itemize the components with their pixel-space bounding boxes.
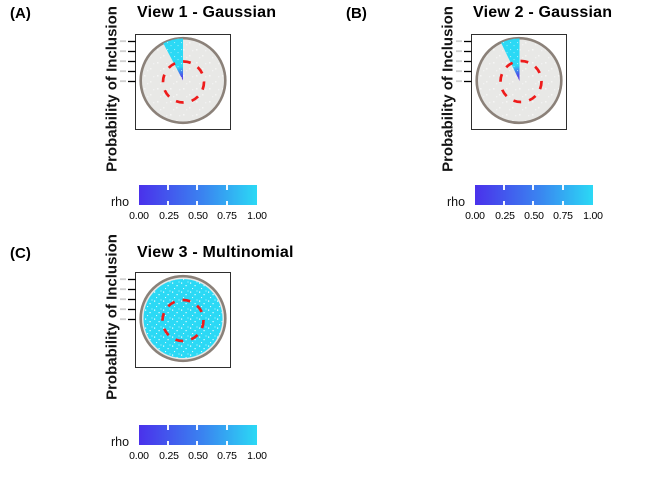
colorbar-notch bbox=[532, 200, 534, 205]
panel-title-c: View 3 - Multinomial bbox=[137, 244, 294, 261]
colorbar-tick-label: 0.75 bbox=[553, 210, 573, 222]
colorbar-notch bbox=[167, 185, 169, 190]
colorbar-notch bbox=[226, 440, 228, 445]
plot-area-b bbox=[456, 34, 567, 130]
panel-a: (A) View 1 - Gaussian Probability of Inc… bbox=[0, 0, 336, 240]
colorbar-notch bbox=[167, 200, 169, 205]
colorbar-tick-label: 0.00 bbox=[465, 210, 485, 222]
colorbar-notch bbox=[196, 425, 198, 430]
colorbar-notch bbox=[226, 185, 228, 190]
colorbar-notch bbox=[167, 425, 169, 430]
colorbar-tick-label: 0.00 bbox=[129, 450, 149, 462]
colorbar-notch bbox=[226, 425, 228, 430]
colorbar-tick-label: 0.25 bbox=[159, 450, 179, 462]
colorbar-tick-label: 0.50 bbox=[524, 210, 544, 222]
colorbar-notch bbox=[562, 200, 564, 205]
colorbar-notch bbox=[196, 440, 198, 445]
y-axis-tick-labels-faint-b bbox=[456, 40, 462, 83]
panel-title-b: View 2 - Gaussian bbox=[473, 4, 613, 21]
colorbar-tick-label: 0.75 bbox=[217, 450, 237, 462]
colorbar-tick-label: 1.00 bbox=[583, 210, 603, 222]
colorbar-title-a: rho bbox=[111, 195, 130, 209]
colorbar-title-b: rho bbox=[447, 195, 466, 209]
panel-label-c: (C) bbox=[10, 245, 31, 262]
colorbar-notch bbox=[503, 200, 505, 205]
disk-ring-c bbox=[139, 274, 227, 363]
colorbar-tick-label: 0.25 bbox=[495, 210, 515, 222]
panel-c: (C) View 3 - Multinomial Probability of … bbox=[0, 234, 336, 480]
colorbar-notch bbox=[503, 185, 505, 190]
colorbar-notch bbox=[562, 185, 564, 190]
colorbar-tick-label: 0.75 bbox=[217, 210, 237, 222]
colorbar-tick-label: 0.00 bbox=[129, 210, 149, 222]
threshold-circle-c bbox=[161, 298, 205, 343]
colorbar-tick-label: 1.00 bbox=[247, 210, 267, 222]
selected-sector-speckle-b bbox=[501, 38, 520, 81]
colorbar-notch bbox=[532, 185, 534, 190]
colorbar-tick-label: 0.25 bbox=[159, 210, 179, 222]
panel-label-b: (B) bbox=[346, 5, 367, 22]
colorbar-gradient-a bbox=[139, 185, 257, 205]
colorbar-title-c: rho bbox=[111, 435, 130, 449]
colorbar-tick-label: 1.00 bbox=[247, 450, 267, 462]
y-axis-tick-labels-faint-c bbox=[120, 278, 126, 321]
panel-label-a: (A) bbox=[10, 5, 31, 22]
plot-area-a bbox=[120, 34, 231, 130]
colorbar-notch bbox=[196, 200, 198, 205]
colorbar-gradient-c bbox=[139, 425, 257, 445]
y-axis-ticks-b bbox=[464, 40, 472, 83]
y-axis-tick-labels-faint-a bbox=[120, 40, 126, 83]
panel-b: (B) View 2 - Gaussian Probability of Inc… bbox=[336, 0, 672, 240]
threshold-circle-b bbox=[499, 59, 543, 104]
colorbar-gradient-b bbox=[475, 185, 593, 205]
y-axis-ticks-a bbox=[128, 40, 136, 83]
y-axis-ticks-c bbox=[128, 278, 136, 321]
colorbar-notch bbox=[167, 440, 169, 445]
panel-title-a: View 1 - Gaussian bbox=[137, 4, 277, 21]
disk-ring-b bbox=[475, 36, 563, 125]
selected-sector-speckle-a bbox=[163, 38, 183, 81]
colorbar-tick-label: 0.50 bbox=[188, 450, 208, 462]
threshold-circle-a bbox=[161, 60, 206, 104]
selected-disk-speckle-c bbox=[143, 279, 223, 358]
colorbar-tick-label: 0.50 bbox=[188, 210, 208, 222]
colorbar-notch bbox=[196, 185, 198, 190]
disk-ring-a bbox=[139, 36, 227, 125]
colorbar-notch bbox=[226, 200, 228, 205]
plot-area-c bbox=[120, 272, 231, 368]
